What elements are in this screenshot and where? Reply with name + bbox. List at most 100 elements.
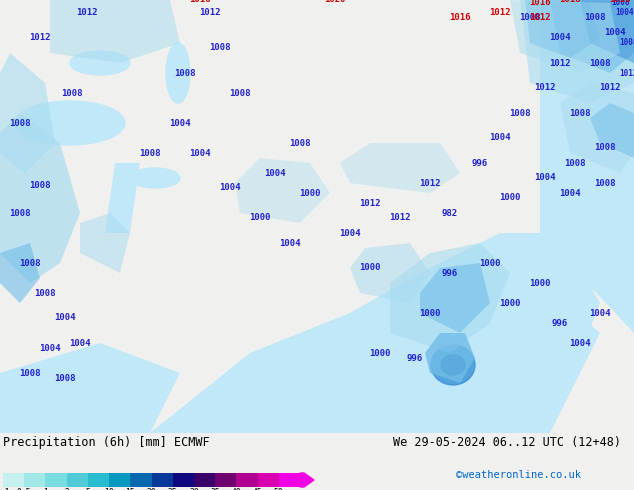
Text: 1004: 1004 (549, 33, 571, 43)
Bar (152, 473, 172, 487)
Text: 1012: 1012 (199, 8, 221, 18)
Polygon shape (580, 0, 634, 63)
Text: 1008: 1008 (569, 108, 591, 118)
Text: 1008: 1008 (509, 108, 531, 118)
Text: 996: 996 (472, 158, 488, 168)
Polygon shape (340, 143, 460, 193)
Bar (194, 473, 215, 487)
Ellipse shape (130, 168, 180, 188)
Text: 25: 25 (168, 488, 178, 490)
Text: 1016: 1016 (450, 14, 471, 23)
Text: 1004: 1004 (39, 343, 61, 352)
Ellipse shape (70, 51, 130, 75)
Text: 996: 996 (552, 318, 568, 327)
Text: 1008: 1008 (612, 0, 630, 7)
Text: 1008: 1008 (209, 44, 231, 52)
Text: 45: 45 (253, 488, 262, 490)
Text: Precipitation (6h) [mm] ECMWF: Precipitation (6h) [mm] ECMWF (3, 436, 210, 449)
Polygon shape (0, 113, 80, 283)
Text: 1000: 1000 (499, 194, 521, 202)
Text: 1012: 1012 (599, 83, 621, 93)
Text: 40: 40 (231, 488, 241, 490)
Polygon shape (560, 0, 634, 183)
Text: 2: 2 (64, 488, 69, 490)
Text: 1018: 1018 (559, 0, 581, 4)
Polygon shape (525, 0, 600, 58)
Text: 1016: 1016 (190, 0, 210, 4)
Text: 1016: 1016 (529, 0, 551, 7)
Bar (88, 473, 109, 487)
Ellipse shape (441, 355, 465, 375)
Text: 5: 5 (86, 488, 90, 490)
Ellipse shape (15, 101, 125, 145)
Polygon shape (105, 163, 140, 233)
Polygon shape (0, 243, 40, 303)
Text: 996: 996 (442, 269, 458, 277)
Text: 50: 50 (274, 488, 283, 490)
Text: 20: 20 (146, 488, 157, 490)
Text: 1000: 1000 (299, 189, 321, 197)
Text: 1: 1 (43, 488, 48, 490)
Text: 982: 982 (442, 209, 458, 218)
Text: 1008: 1008 (174, 69, 196, 77)
Text: 1012: 1012 (549, 58, 571, 68)
Text: 1008: 1008 (19, 368, 41, 377)
Text: 1012: 1012 (76, 8, 98, 18)
Polygon shape (0, 343, 180, 433)
Text: 996: 996 (407, 353, 423, 363)
Text: 1008: 1008 (589, 58, 611, 68)
Text: 1008: 1008 (519, 14, 541, 23)
Text: 1004: 1004 (489, 133, 511, 143)
Text: 1008: 1008 (594, 178, 616, 188)
Polygon shape (390, 283, 600, 433)
Text: 30: 30 (189, 488, 199, 490)
Text: 1004: 1004 (559, 189, 581, 197)
Text: 1000: 1000 (249, 214, 271, 222)
Text: 1008: 1008 (61, 89, 83, 98)
Text: 1004: 1004 (589, 309, 611, 318)
Text: 1000: 1000 (419, 309, 441, 318)
Text: 1004: 1004 (604, 28, 626, 38)
Polygon shape (390, 243, 510, 353)
Text: 1008: 1008 (34, 289, 56, 297)
Polygon shape (80, 213, 130, 273)
Bar (236, 473, 257, 487)
Text: 1004: 1004 (55, 314, 75, 322)
Text: 1004: 1004 (569, 339, 591, 347)
Text: 1004: 1004 (69, 339, 91, 347)
Text: 1008: 1008 (10, 119, 31, 127)
Text: 15: 15 (126, 488, 135, 490)
Text: 1012: 1012 (419, 178, 441, 188)
Text: 1012: 1012 (619, 69, 634, 77)
Bar (46, 473, 67, 487)
Text: 1000: 1000 (479, 259, 501, 268)
Polygon shape (0, 53, 55, 173)
Text: 1004: 1004 (190, 148, 210, 157)
Ellipse shape (166, 43, 190, 103)
Bar (130, 473, 152, 487)
Text: 1012: 1012 (529, 14, 551, 23)
Text: 1000: 1000 (529, 278, 551, 288)
Text: 1000: 1000 (369, 348, 391, 358)
Text: 1008: 1008 (585, 14, 605, 23)
Polygon shape (50, 0, 180, 63)
Polygon shape (540, 0, 634, 333)
Bar (257, 473, 279, 487)
Text: 1004: 1004 (264, 169, 286, 177)
FancyArrow shape (300, 473, 314, 487)
Text: 1012: 1012 (534, 83, 556, 93)
Text: 35: 35 (210, 488, 220, 490)
Bar (67, 473, 88, 487)
Text: 1008: 1008 (619, 39, 634, 48)
Bar (279, 473, 300, 487)
Text: 1000: 1000 (499, 298, 521, 308)
Text: 1008: 1008 (289, 139, 311, 147)
Text: 1012: 1012 (29, 33, 51, 43)
Text: 1020: 1020 (324, 0, 346, 4)
Polygon shape (420, 263, 490, 333)
Text: 0.5: 0.5 (17, 488, 32, 490)
Ellipse shape (431, 345, 475, 385)
Text: 10: 10 (104, 488, 114, 490)
Polygon shape (150, 233, 600, 433)
Bar (24, 473, 46, 487)
